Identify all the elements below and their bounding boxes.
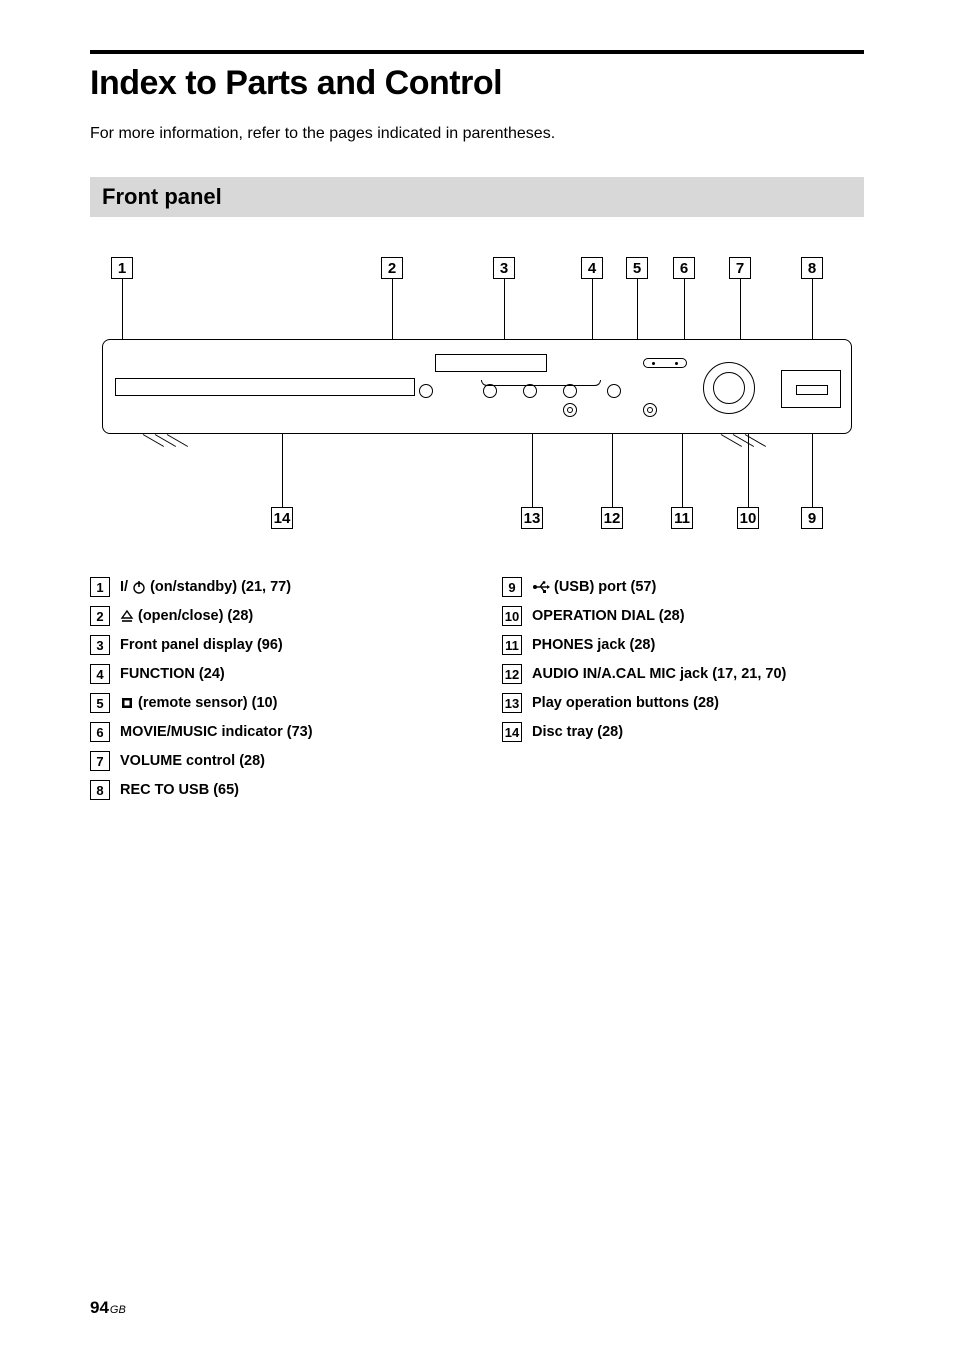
leader-line (612, 432, 613, 507)
legend-row: 5 (remote sensor) (10) (90, 693, 452, 713)
legend-text: Play operation buttons (28) (532, 693, 719, 713)
leader-line (740, 279, 741, 347)
top-rule (90, 50, 864, 54)
small-button (563, 384, 577, 398)
legend-text: (USB) port (57) (532, 577, 656, 597)
callout-number: 13 (521, 507, 543, 529)
legend-row: 1 I/ (on/standby) (21, 77) (90, 577, 452, 597)
legend-row: 10 OPERATION DIAL (28) (502, 606, 864, 626)
legend-text: Disc tray (28) (532, 722, 623, 742)
legend-number: 12 (502, 664, 522, 684)
leader-line (812, 432, 813, 507)
callout-number: 7 (729, 257, 751, 279)
callout-number: 9 (801, 507, 823, 529)
callout-number: 12 (601, 507, 623, 529)
legend-number: 11 (502, 635, 522, 655)
leader-line (684, 279, 685, 347)
legend-number: 3 (90, 635, 110, 655)
legend-row: 14 Disc tray (28) (502, 722, 864, 742)
led-slot (643, 358, 687, 368)
legend-text: (remote sensor) (10) (120, 693, 277, 713)
leader-line (392, 279, 393, 347)
legend-row: 3 Front panel display (96) (90, 635, 452, 655)
legend-number: 9 (502, 577, 522, 597)
intro-text: For more information, refer to the pages… (90, 125, 864, 143)
leader-line (282, 432, 283, 507)
leader-line (532, 432, 533, 507)
legend-row: 8 REC TO USB (65) (90, 780, 452, 800)
legend-left-column: 1 I/ (on/standby) (21, 77) 2 (open/close) … (90, 577, 452, 809)
legend-text: MOVIE/MUSIC indicator (73) (120, 722, 313, 742)
legend-text: OPERATION DIAL (28) (532, 606, 685, 626)
callout-number: 14 (271, 507, 293, 529)
legend-row: 13 Play operation buttons (28) (502, 693, 864, 713)
leader-line (504, 279, 505, 347)
jack (643, 403, 657, 417)
usb-icon (532, 580, 550, 594)
under-tray-curve (481, 380, 601, 386)
legend-number: 14 (502, 722, 522, 742)
usb-frame (781, 370, 841, 408)
small-button (523, 384, 537, 398)
callout-number: 3 (493, 257, 515, 279)
legend-number: 2 (90, 606, 110, 626)
section-heading: Front panel (90, 177, 864, 217)
legend-number: 5 (90, 693, 110, 713)
leader-line (637, 279, 638, 347)
disc-tray (115, 378, 415, 396)
legend-number: 7 (90, 751, 110, 771)
legend: 1 I/ (on/standby) (21, 77) 2 (open/close) … (90, 577, 864, 809)
leader-line (682, 432, 683, 507)
legend-text: VOLUME control (28) (120, 751, 265, 771)
callout-number: 8 (801, 257, 823, 279)
legend-number: 8 (90, 780, 110, 800)
legend-row: 7 VOLUME control (28) (90, 751, 452, 771)
legend-row: 11 PHONES jack (28) (502, 635, 864, 655)
eject-icon (120, 609, 134, 623)
callout-number: 1 (111, 257, 133, 279)
page-footer: 94GB (90, 1298, 126, 1318)
legend-text: FUNCTION (24) (120, 664, 225, 684)
front-panel-diagram: 1234567814131211109 (92, 257, 862, 547)
legend-row: 12 AUDIO IN/A.CAL MIC jack (17, 21, 70) (502, 664, 864, 684)
legend-text: REC TO USB (65) (120, 780, 239, 800)
callout-number: 4 (581, 257, 603, 279)
device-outline (102, 339, 852, 434)
leader-line (122, 279, 123, 347)
callout-number: 6 (673, 257, 695, 279)
small-button (483, 384, 497, 398)
leader-line (592, 279, 593, 347)
page-number: 94 (90, 1298, 109, 1317)
small-button (419, 384, 433, 398)
callout-number: 5 (626, 257, 648, 279)
legend-text: I/ (on/standby) (21, 77) (120, 577, 291, 597)
small-button (607, 384, 621, 398)
callout-number: 2 (381, 257, 403, 279)
page-region: GB (110, 1304, 126, 1316)
legend-number: 13 (502, 693, 522, 713)
callout-number: 10 (737, 507, 759, 529)
legend-text: (open/close) (28) (120, 606, 253, 626)
page-title: Index to Parts and Control (90, 64, 864, 103)
legend-right-column: 9 (USB) port (57) 10 OPERATION DIAL (28) 11… (502, 577, 864, 809)
legend-number: 6 (90, 722, 110, 742)
legend-row: 6 MOVIE/MUSIC indicator (73) (90, 722, 452, 742)
legend-number: 10 (502, 606, 522, 626)
legend-row: 2 (open/close) (28) (90, 606, 452, 626)
leader-line (812, 279, 813, 347)
callout-number: 11 (671, 507, 693, 529)
legend-text: Front panel display (96) (120, 635, 283, 655)
legend-text: PHONES jack (28) (532, 635, 655, 655)
front-display (435, 354, 547, 372)
volume-dial (703, 362, 755, 414)
legend-row: 4 FUNCTION (24) (90, 664, 452, 684)
legend-number: 1 (90, 577, 110, 597)
remote-icon (120, 696, 134, 710)
legend-number: 4 (90, 664, 110, 684)
power-icon (132, 580, 146, 594)
legend-text: AUDIO IN/A.CAL MIC jack (17, 21, 70) (532, 664, 786, 684)
legend-row: 9 (USB) port (57) (502, 577, 864, 597)
jack (563, 403, 577, 417)
